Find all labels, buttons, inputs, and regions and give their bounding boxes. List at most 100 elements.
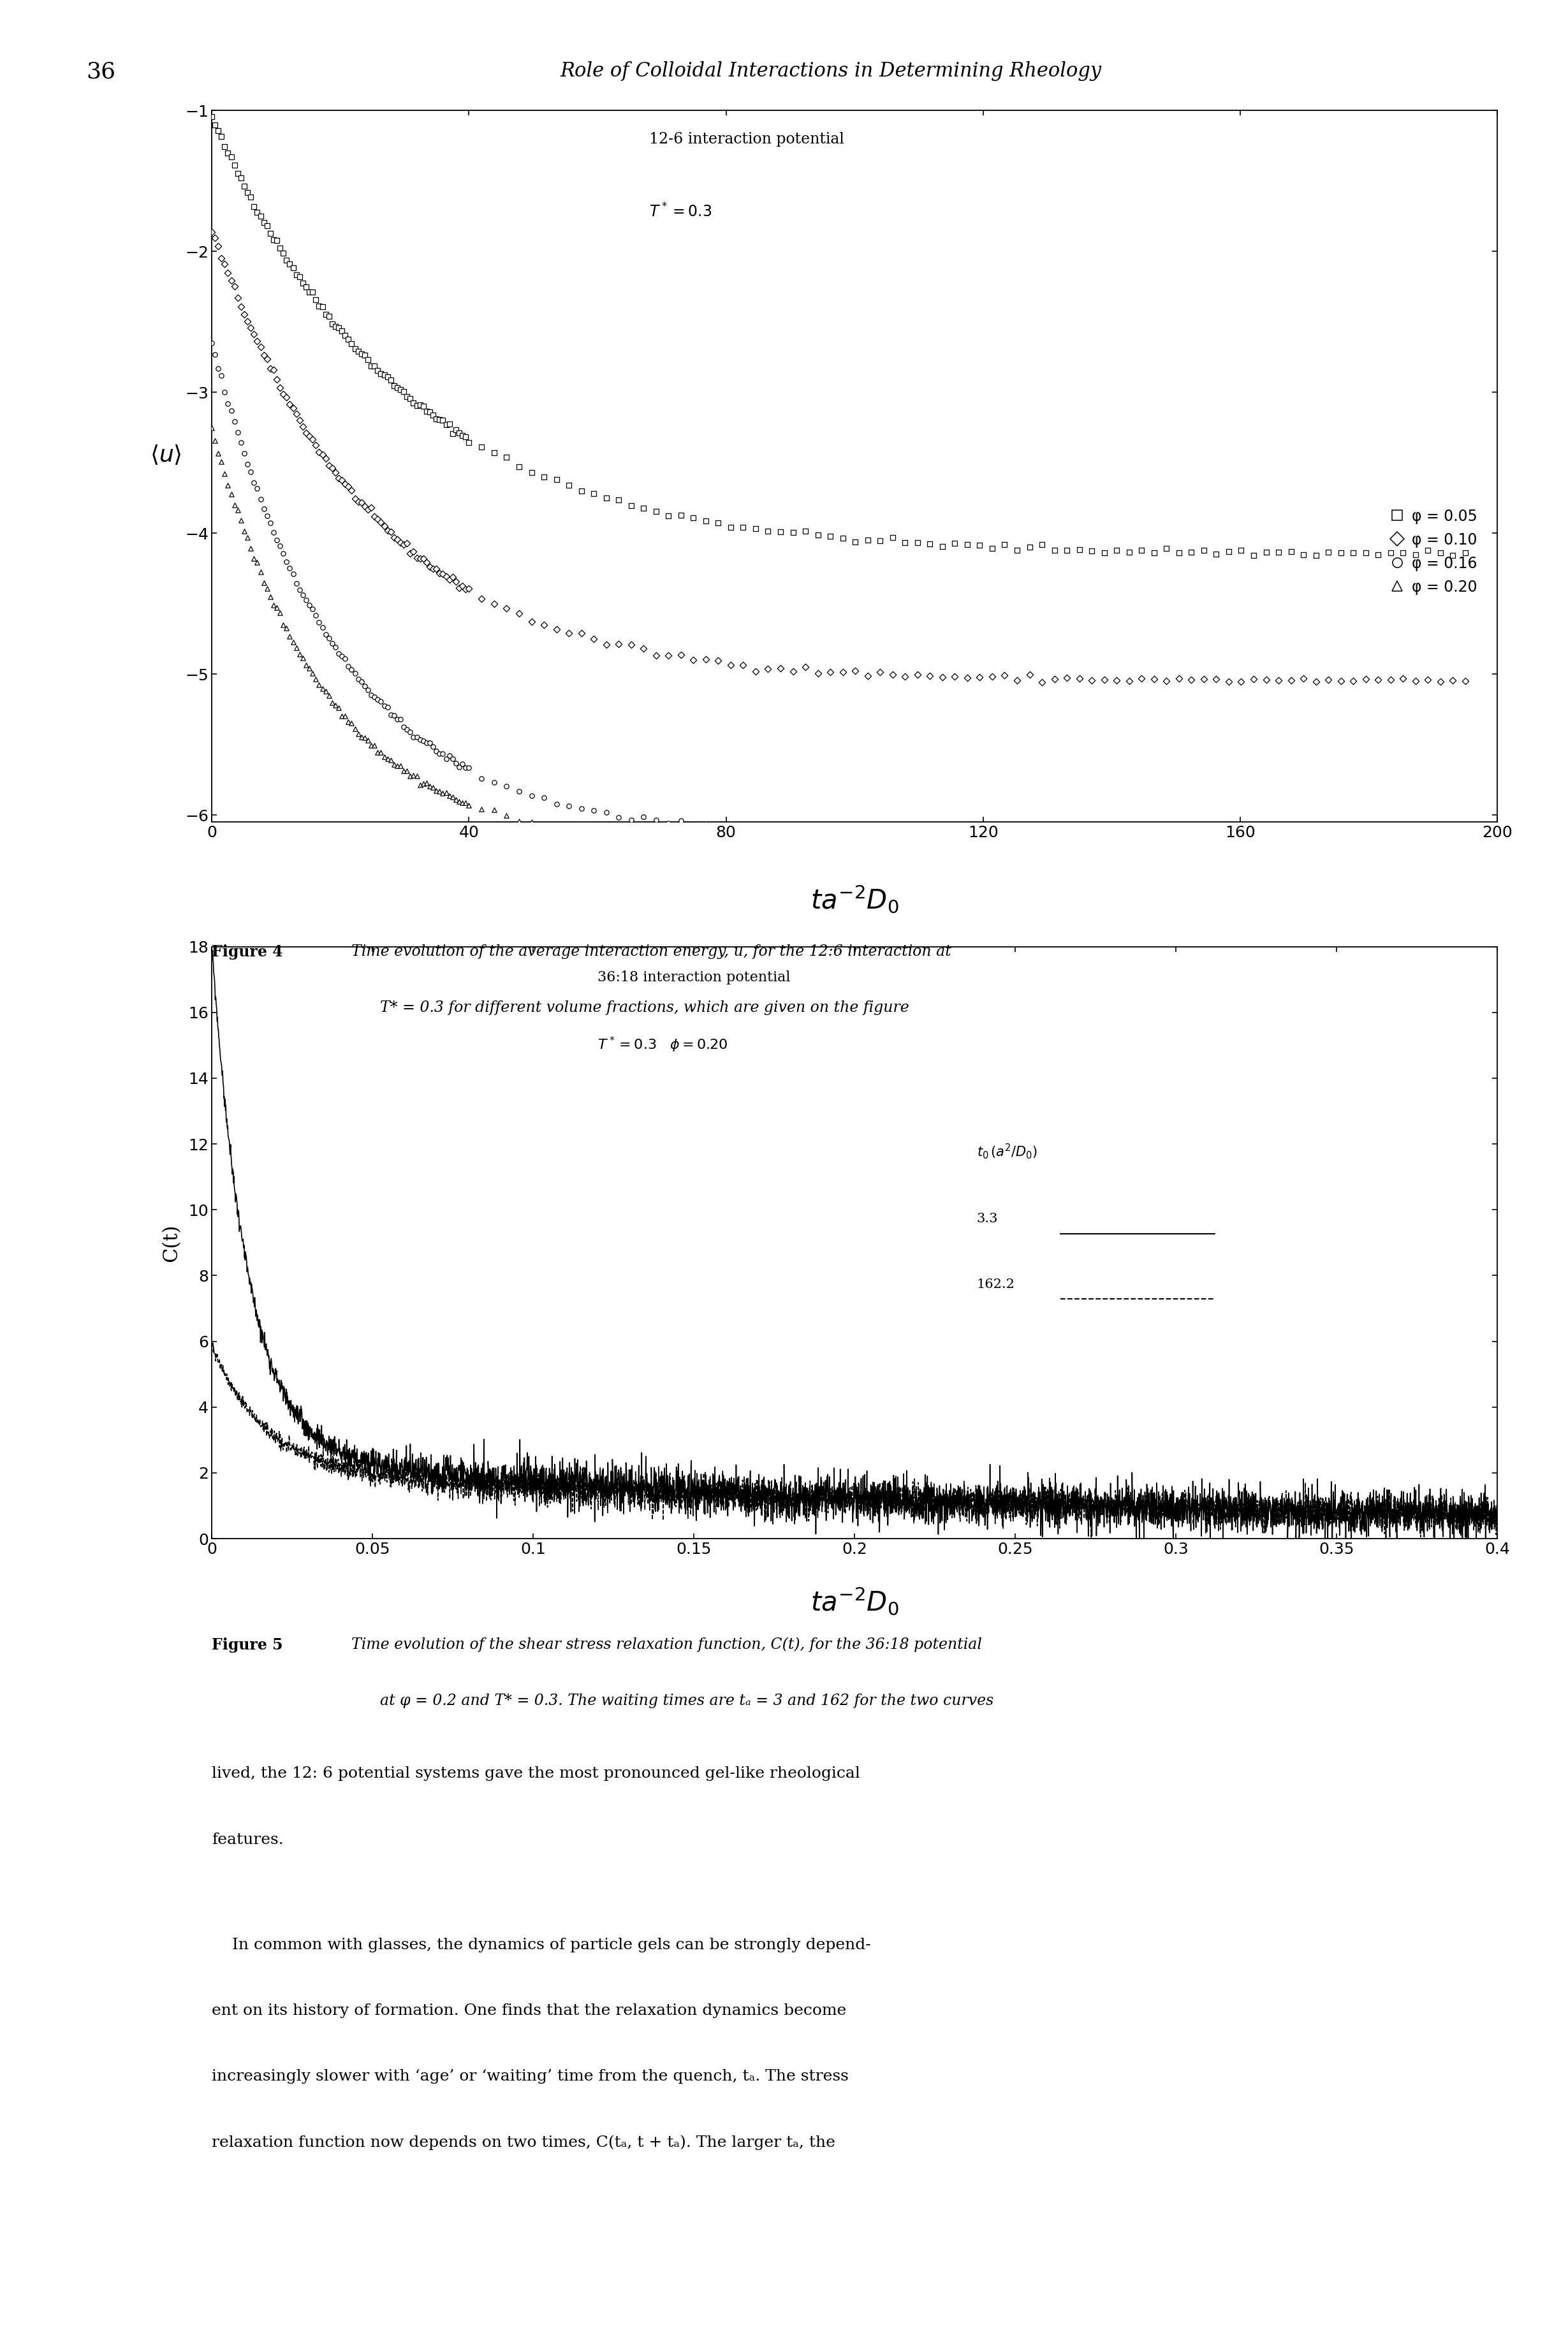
φ = 0.20 [532, 808, 557, 846]
φ = 0.05 [456, 423, 481, 460]
φ = 0.20 [229, 503, 254, 540]
φ = 0.16 [481, 763, 506, 801]
φ = 0.16 [307, 604, 332, 641]
φ = 0.10 [212, 244, 237, 282]
φ = 0.05 [387, 371, 412, 409]
φ = 0.20 [235, 519, 260, 557]
φ = 0.10 [1428, 662, 1454, 700]
φ = 0.05 [232, 167, 257, 204]
φ = 0.20 [481, 792, 506, 829]
φ = 0.20 [1242, 829, 1267, 867]
φ = 0.10 [375, 512, 400, 550]
φ = 0.16 [942, 820, 967, 857]
φ = 0.16 [274, 543, 299, 580]
φ = 0.10 [323, 453, 348, 491]
φ = 0.20 [1091, 829, 1116, 867]
φ = 0.05 [1378, 533, 1403, 571]
φ = 0.16 [268, 526, 293, 564]
φ = 0.16 [387, 700, 412, 738]
φ = 0.16 [199, 324, 224, 362]
φ = 0.16 [342, 655, 367, 693]
φ = 0.16 [781, 810, 806, 848]
φ = 0.05 [271, 235, 296, 272]
φ = 0.20 [299, 655, 325, 693]
φ = 0.05 [519, 453, 544, 491]
φ = 0.05 [372, 357, 397, 395]
φ = 0.20 [494, 796, 519, 834]
φ = 0.10 [668, 637, 693, 674]
φ = 0.10 [284, 395, 309, 432]
φ = 0.20 [303, 660, 328, 698]
φ = 0.10 [254, 341, 279, 378]
φ = 0.05 [544, 460, 569, 498]
φ = 0.16 [506, 773, 532, 810]
φ = 0.16 [892, 813, 917, 850]
φ = 0.20 [544, 813, 569, 850]
φ = 0.16 [248, 479, 273, 517]
φ = 0.05 [806, 517, 831, 554]
φ = 0.05 [368, 355, 394, 392]
φ = 0.20 [681, 824, 706, 862]
φ = 0.05 [287, 258, 312, 296]
φ = 0.10 [274, 378, 299, 416]
φ = 0.10 [339, 472, 364, 510]
φ = 0.20 [768, 829, 793, 867]
φ = 0.05 [569, 472, 594, 510]
φ = 0.05 [384, 369, 409, 406]
φ = 0.10 [384, 521, 409, 559]
φ = 0.05 [1303, 536, 1328, 573]
φ = 0.10 [1328, 662, 1353, 700]
φ = 0.16 [1116, 820, 1142, 857]
φ = 0.16 [223, 404, 248, 442]
φ = 0.05 [375, 357, 400, 395]
φ = 0.20 [917, 832, 942, 869]
φ = 0.05 [248, 197, 273, 235]
φ = 0.10 [241, 315, 267, 352]
φ = 0.05 [433, 406, 458, 444]
φ = 0.20 [254, 571, 279, 608]
φ = 0.20 [618, 820, 643, 857]
φ = 0.05 [1154, 531, 1179, 568]
φ = 0.16 [1091, 817, 1116, 855]
φ = 0.16 [401, 719, 426, 756]
φ = 0.20 [1391, 834, 1416, 871]
φ = 0.05 [1079, 531, 1104, 568]
φ = 0.10 [655, 637, 681, 674]
φ = 0.16 [818, 813, 844, 850]
φ = 0.20 [453, 785, 478, 822]
φ = 0.20 [630, 822, 655, 860]
φ = 0.05 [265, 221, 290, 258]
φ = 0.10 [1316, 660, 1341, 698]
φ = 0.16 [1366, 820, 1391, 857]
φ = 0.05 [345, 331, 370, 369]
φ = 0.20 [1403, 834, 1428, 871]
φ = 0.16 [1328, 817, 1353, 855]
φ = 0.20 [1129, 834, 1154, 871]
φ = 0.05 [693, 503, 718, 540]
φ = 0.10 [1265, 662, 1290, 700]
φ = 0.16 [450, 745, 475, 782]
φ = 0.10 [248, 329, 273, 366]
φ = 0.10 [1091, 660, 1116, 698]
φ = 0.10 [818, 653, 844, 691]
φ = 0.05 [417, 392, 442, 430]
φ = 0.20 [1005, 829, 1030, 867]
φ = 0.16 [323, 630, 348, 667]
φ = 0.10 [718, 646, 743, 684]
Text: 162.2: 162.2 [977, 1278, 1014, 1290]
φ = 0.05 [494, 439, 519, 477]
φ = 0.20 [293, 646, 318, 684]
φ = 0.16 [1192, 817, 1217, 855]
φ = 0.16 [441, 740, 466, 778]
φ = 0.16 [245, 470, 270, 507]
φ = 0.05 [818, 517, 844, 554]
φ = 0.05 [348, 336, 373, 373]
φ = 0.20 [362, 726, 387, 763]
φ = 0.10 [444, 564, 469, 601]
φ = 0.20 [251, 564, 276, 601]
φ = 0.05 [892, 524, 917, 561]
φ = 0.16 [1428, 817, 1454, 855]
φ = 0.16 [1316, 817, 1341, 855]
φ = 0.05 [481, 435, 506, 472]
φ = 0.10 [1005, 662, 1030, 700]
